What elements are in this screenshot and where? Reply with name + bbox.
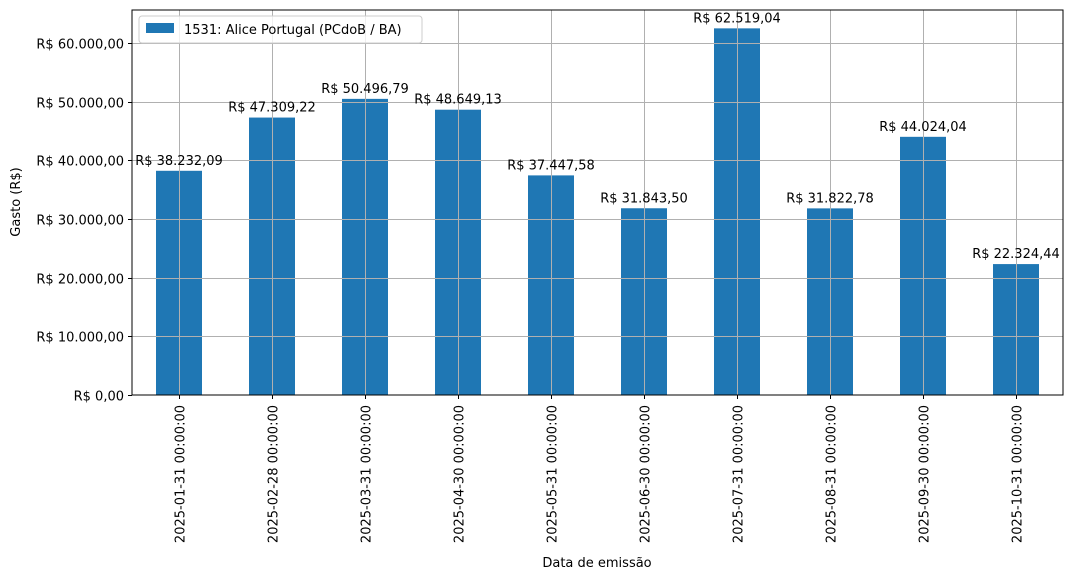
y-tick-label: R$ 40.000,00 (36, 155, 124, 170)
y-axis: R$ 0,00 R$ 10.000,00 R$ 20.000,00 R$ 30.000… (36, 38, 132, 405)
x-tick-label: 2025-06-30 00:00:00 (639, 405, 654, 543)
x-tick-label: 2025-10-31 00:00:00 (1011, 405, 1026, 543)
x-tick-label: 2025-05-31 00:00:00 (546, 405, 561, 543)
y-tick-label: R$ 60.000,00 (36, 38, 124, 53)
legend-label: 1531: Alice Portugal (PCdoB / BA) (184, 23, 402, 38)
bar-value-label: R$ 38.232,09 (135, 154, 223, 169)
bar-value-label: R$ 31.822,78 (786, 191, 874, 206)
y-axis-title: Gasto (R$) (9, 167, 24, 236)
x-tick-label: 2025-07-31 00:00:00 (732, 405, 747, 543)
bar-value-label: R$ 37.447,58 (507, 158, 595, 173)
legend: 1531: Alice Portugal (PCdoB / BA) (138, 15, 423, 44)
x-axis: 2025-01-31 00:00:00 2025-02-28 00:00:00 20… (174, 395, 1026, 543)
bar-value-label: R$ 50.496,79 (321, 82, 409, 97)
x-tick-label: 2025-03-31 00:00:00 (360, 405, 375, 543)
x-tick-label: 2025-09-30 00:00:00 (918, 405, 933, 543)
grid-lines (132, 10, 1063, 395)
bar-value-label: R$ 47.309,22 (228, 101, 316, 116)
bar-value-label: R$ 44.024,04 (879, 120, 967, 135)
y-tick-label: R$ 10.000,00 (36, 331, 124, 346)
x-axis-title: Data de emissão (542, 556, 651, 571)
x-tick-label: 2025-08-31 00:00:00 (825, 405, 840, 543)
plot-frame (131, 9, 1064, 396)
legend-swatch (146, 23, 174, 33)
bars (156, 28, 1039, 396)
x-tick-label: 2025-02-28 00:00:00 (267, 405, 282, 543)
legend-box (138, 15, 423, 44)
bar-value-label: R$ 62.519,04 (693, 11, 781, 26)
y-tick-label: R$ 20.000,00 (36, 273, 124, 288)
x-tick-label: 2025-01-31 00:00:00 (174, 405, 189, 543)
bar-value-label: R$ 22.324,44 (972, 247, 1060, 262)
y-tick-label: R$ 30.000,00 (36, 214, 124, 229)
y-tick-label: R$ 50.000,00 (36, 97, 124, 112)
bar-value-label: R$ 48.649,13 (414, 93, 502, 108)
y-tick-label: R$ 0,00 (74, 390, 124, 405)
bar-value-labels: R$ 38.232,09 R$ 47.309,22 R$ 50.496,79 R$ 4… (135, 11, 1060, 262)
x-tick-label: 2025-04-30 00:00:00 (453, 405, 468, 543)
bar-value-label: R$ 31.843,50 (600, 191, 688, 206)
